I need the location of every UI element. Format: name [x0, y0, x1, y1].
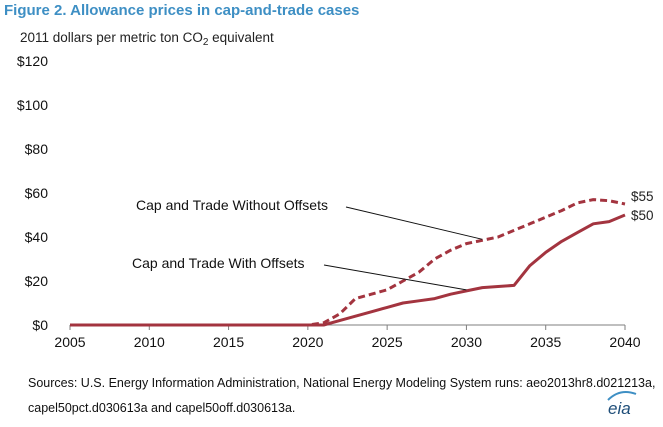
- y-tick-label: $60: [25, 185, 49, 201]
- x-tick-label: 2025: [372, 334, 403, 350]
- y-tick-label: $0: [32, 317, 48, 333]
- x-tick-label: 2010: [134, 334, 165, 350]
- source-note-line-2: capel50pct.d030613a and capel50off.d0306…: [28, 401, 296, 415]
- x-tick-label: 2005: [54, 334, 85, 350]
- unit-label-prefix: 2011 dollars per metric ton CO: [20, 30, 203, 45]
- y-tick-label: $40: [25, 229, 49, 245]
- annotation-leader-line: [345, 206, 483, 240]
- x-tick-label: 2030: [451, 334, 482, 350]
- unit-label-subscript: 2: [202, 37, 209, 48]
- y-tick-label: $80: [25, 141, 49, 157]
- y-tick-label: $120: [17, 53, 48, 69]
- x-tick-label: 2020: [292, 334, 323, 350]
- y-tick-label: $100: [17, 97, 48, 113]
- series-end-label: $55: [631, 189, 654, 204]
- series-line-with-offsets: [70, 213, 626, 327]
- y-axis-unit-label: 2011 dollars per metric ton CO2 equivale…: [20, 30, 274, 48]
- eia-logo: eia: [607, 391, 637, 418]
- x-tick-label: 2040: [609, 334, 640, 350]
- chart-title: Figure 2. Allowance prices in cap-and-tr…: [4, 2, 360, 19]
- series-end-label: $50: [631, 208, 654, 223]
- series-annotation-label: Cap and Trade Without Offsets: [136, 197, 328, 213]
- y-tick-label: $20: [25, 273, 49, 289]
- eia-logo-swoosh: [607, 391, 637, 401]
- x-tick-label: 2035: [530, 334, 561, 350]
- source-note-line-1: Sources: U.S. Energy Information Adminis…: [28, 376, 656, 390]
- unit-label-suffix: equivalent: [208, 30, 274, 45]
- eia-logo-text: eia: [608, 399, 631, 418]
- series-annotation-label: Cap and Trade With Offsets: [132, 255, 305, 271]
- annotation-leader-line: [323, 264, 467, 291]
- x-tick-label: 2015: [213, 334, 244, 350]
